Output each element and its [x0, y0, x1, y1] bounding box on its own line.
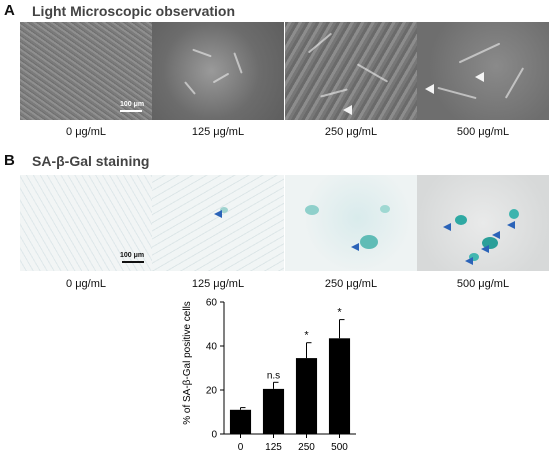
chart-x-tick-label: 250	[298, 442, 315, 453]
chart-bar	[229, 409, 252, 434]
caption-b-3: 500 μg/mL	[456, 278, 510, 290]
panel-b-title: SA-β-Gal staining	[32, 153, 150, 169]
caption-a-1: 125 μg/mL	[191, 126, 245, 138]
chart-x-tick-label: 500	[331, 442, 348, 453]
chart-significance-label: *	[304, 330, 309, 342]
blue-arrowhead-icon	[214, 210, 222, 218]
scale-bar-label: 100 μm	[120, 252, 145, 259]
micro-image-3	[417, 22, 549, 120]
stain-image-3	[417, 175, 549, 271]
white-arrowhead-icon	[475, 72, 484, 82]
chart-y-tick-label: 40	[206, 342, 218, 353]
blue-arrowhead-icon	[465, 257, 473, 265]
caption-a-3: 500 μg/mL	[456, 126, 510, 138]
micro-image-0: 100 μm	[20, 22, 152, 120]
chart-significance-label: n.s	[267, 370, 280, 381]
blue-arrowhead-icon	[507, 221, 515, 229]
panel-a-letter: A	[4, 2, 15, 19]
chart-y-tick-label: 20	[206, 386, 218, 397]
chart-x-tick-label: 125	[265, 442, 282, 453]
scale-bar	[122, 261, 144, 263]
blue-arrowhead-icon	[443, 223, 451, 231]
chart-x-tick-label: 0	[238, 442, 244, 453]
blue-arrowhead-icon	[351, 243, 359, 251]
caption-a-2: 250 μg/mL	[324, 126, 378, 138]
panel-b-letter: B	[4, 152, 15, 169]
chart-significance-label: *	[337, 307, 342, 319]
white-arrowhead-icon	[425, 84, 434, 94]
stain-image-1	[152, 175, 284, 271]
white-arrowhead-icon	[343, 105, 352, 115]
caption-a-0: 0 μg/mL	[66, 126, 106, 138]
chart-y-tick-label: 0	[211, 430, 217, 441]
chart-y-label: % of SA-β-Gal positive cells	[182, 301, 193, 425]
caption-b-2: 250 μg/mL	[324, 278, 378, 290]
panel-a-title: Light Microscopic observation	[32, 3, 236, 19]
scale-bar-label: 100 μm	[120, 101, 145, 108]
chart-bar	[262, 388, 285, 434]
micro-image-1	[152, 22, 284, 120]
scale-bar	[120, 110, 142, 112]
stain-image-0: 100 μm	[20, 175, 152, 271]
stain-image-2	[285, 175, 417, 271]
micro-image-2	[285, 22, 417, 120]
chart-y-tick-label: 60	[206, 298, 218, 309]
blue-arrowhead-icon	[492, 231, 500, 239]
caption-b-1: 125 μg/mL	[191, 278, 245, 290]
caption-b-0: 0 μg/mL	[66, 278, 106, 290]
chart-bar	[328, 338, 351, 434]
sa-gal-bar-chart: % of SA-β-Gal positive cells 0 20 40 60 0 n.s…	[182, 298, 356, 453]
chart-bar	[295, 358, 318, 434]
blue-arrowhead-icon	[481, 245, 489, 253]
